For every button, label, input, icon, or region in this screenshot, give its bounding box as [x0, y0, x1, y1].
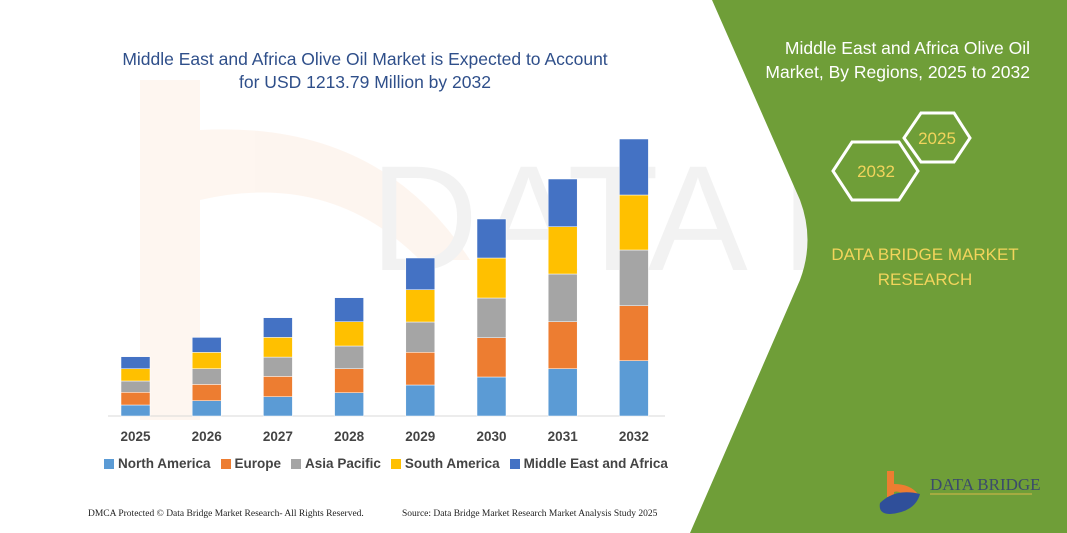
x-tick-label: 2032 — [619, 429, 649, 444]
bar-segment-2032-south-america — [619, 194, 649, 251]
bar-segment-2031-asia-pacific — [547, 273, 578, 322]
legend-item: Middle East and Africa — [509, 456, 668, 471]
legend-label: Europe — [234, 456, 282, 471]
bar-segment-2027-asia-pacific — [263, 356, 293, 377]
hex-2032-label: 2032 — [857, 162, 895, 181]
x-tick-label: 2027 — [263, 429, 293, 444]
hex-2025-label: 2025 — [918, 129, 956, 148]
bar-segment-2032-europe — [619, 305, 649, 361]
legend-label: South America — [404, 456, 500, 471]
hex-2025 — [902, 111, 972, 164]
bar-segment-2031-middle-east-and-africa — [547, 178, 578, 227]
legend-label: Asia Pacific — [305, 456, 381, 471]
bar-segment-2032-north-america — [619, 360, 649, 417]
bar-segment-2026-europe — [191, 384, 222, 401]
side-title-line-2: Market, By Regions, 2025 to 2032 — [765, 62, 1030, 82]
logo-text: DATA BRIDGE — [930, 475, 1041, 494]
bar-segment-2027-middle-east-and-africa — [263, 317, 293, 338]
bar-segment-2028-asia-pacific — [334, 345, 364, 369]
title-line-1: Middle East and Africa Olive Oil Market … — [122, 49, 608, 69]
bar-segment-2032-asia-pacific — [619, 249, 649, 306]
x-tick-label: 2026 — [192, 429, 223, 444]
copyright-footer: DMCA Protected © Data Bridge Market Rese… — [88, 509, 364, 519]
bar-segment-2031-south-america — [547, 226, 578, 275]
legend-item: Europe — [220, 456, 282, 471]
legend-label: Middle East and Africa — [523, 456, 668, 471]
side-title: Middle East and Africa Olive Oil Market,… — [740, 36, 1030, 84]
bar-segment-2031-europe — [547, 321, 578, 369]
bar-segment-2026-middle-east-and-africa — [191, 337, 222, 353]
brand-name: DATA BRIDGE MARKET RESEARCH — [800, 242, 1050, 292]
legend-item: North America — [104, 456, 211, 471]
bar-segment-2025-south-america — [120, 368, 151, 382]
bar-segment-2029-south-america — [405, 289, 436, 323]
legend-swatch — [291, 458, 302, 469]
bar-segment-2031-north-america — [547, 368, 578, 417]
legend-swatch — [220, 458, 231, 469]
legend-item: South America — [390, 456, 500, 471]
x-tick-label: 2029 — [405, 429, 435, 444]
bar-segment-2025-europe — [120, 392, 151, 406]
x-tick-labels: 2025 2026 2027 2028 2029 2030 2031 2032 — [120, 429, 648, 444]
bar-segment-2028-middle-east-and-africa — [334, 297, 364, 322]
logo-icon — [879, 471, 920, 514]
bar-segment-2029-middle-east-and-africa — [405, 257, 436, 290]
legend-label: North America — [118, 456, 211, 471]
bar-segment-2025-north-america — [120, 404, 151, 417]
brand-line-1: DATA BRIDGE MARKET — [831, 245, 1019, 264]
x-tick-label: 2028 — [334, 429, 365, 444]
bar-segment-2028-north-america — [334, 392, 364, 417]
bar-segment-2027-north-america — [263, 396, 293, 417]
bar-segment-2030-middle-east-and-africa — [476, 218, 507, 259]
bar-segment-2032-middle-east-and-africa — [619, 138, 649, 196]
title-line-2: for USD 1213.79 Million by 2032 — [239, 72, 491, 92]
hex-2032 — [831, 140, 920, 202]
chart-title: Middle East and Africa Olive Oil Market … — [80, 48, 650, 94]
legend-swatch — [509, 458, 520, 469]
bar-segment-2030-europe — [476, 337, 507, 378]
bar-segment-2026-north-america — [191, 400, 222, 417]
bar-segment-2028-south-america — [334, 321, 364, 347]
green-panel — [690, 0, 1067, 533]
bar-segment-2029-europe — [405, 352, 436, 386]
legend: North America Europe Asia Pacific South Ame… — [104, 456, 668, 471]
brand-line-2: RESEARCH — [877, 270, 973, 289]
bar-segment-2029-asia-pacific — [405, 321, 436, 353]
bar-segment-2030-south-america — [476, 257, 507, 299]
bar-segment-2026-south-america — [191, 352, 222, 369]
bar-segment-2029-north-america — [405, 384, 436, 417]
chart-bars — [120, 138, 649, 417]
legend-item: Asia Pacific — [291, 456, 381, 471]
x-tick-label: 2031 — [548, 429, 579, 444]
bar-segment-2030-north-america — [476, 376, 507, 417]
bar-segment-2025-asia-pacific — [120, 380, 151, 393]
bar-segment-2030-asia-pacific — [476, 297, 507, 338]
bar-segment-2025-middle-east-and-africa — [120, 356, 151, 369]
bar-segment-2027-europe — [263, 376, 293, 397]
bar-segment-2026-asia-pacific — [191, 368, 222, 385]
source-footer: Source: Data Bridge Market Research Mark… — [402, 509, 658, 519]
bar-segment-2027-south-america — [263, 337, 293, 358]
x-tick-label: 2030 — [476, 429, 506, 444]
bar-segment-2028-europe — [334, 368, 364, 393]
legend-swatch — [104, 458, 114, 469]
side-title-line-1: Middle East and Africa Olive Oil — [784, 38, 1030, 58]
legend-swatch — [390, 458, 401, 469]
x-tick-label: 2025 — [120, 429, 151, 444]
